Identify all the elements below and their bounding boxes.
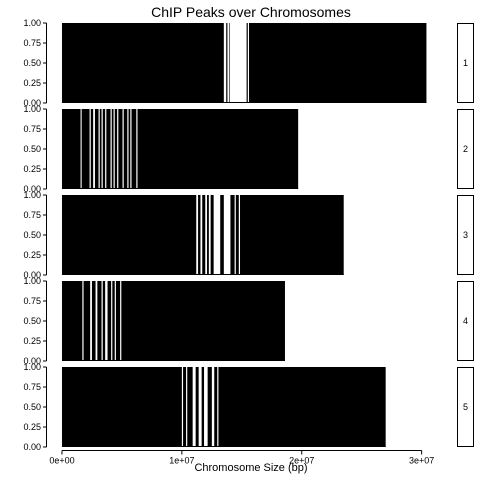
peak-block-chr4 [91, 281, 96, 361]
x-axis: 0e+00 1e+07 2e+07 3e+07 [49, 450, 434, 466]
y-tick-label: 0.25 [23, 336, 41, 346]
peak-block-chr3 [220, 195, 224, 275]
peak-block-chr2 [102, 109, 106, 189]
panel-chr-3: 0.00 0.25 0.50 0.75 1.00 3 [23, 190, 474, 280]
peak-block-chr2 [131, 109, 137, 189]
peak-block-chr3 [230, 195, 235, 275]
facet-strip-label: 3 [463, 230, 468, 240]
y-tick-label: 0.50 [23, 402, 41, 412]
facet-strip-label: 5 [463, 402, 468, 412]
peak-block-chr5 [201, 367, 205, 447]
peak-block-chr3 [240, 195, 344, 275]
peak-block-chr1 [61, 23, 224, 103]
peak-block-chr5 [214, 367, 218, 447]
peak-block-chr3 [207, 195, 209, 275]
y-tick-label: 0.25 [23, 422, 41, 432]
y-tick-label: 1.00 [23, 190, 41, 200]
x-tick-label: 3e+07 [409, 456, 434, 466]
y-tick-label: 0.25 [23, 78, 41, 88]
y-tick-label: 0.25 [23, 164, 41, 174]
peak-block-chr2 [118, 109, 123, 189]
peak-block-chr5 [187, 367, 193, 447]
peak-block-chr3 [210, 195, 214, 275]
y-tick-label: 0.75 [23, 210, 41, 220]
peak-block-chr5 [195, 367, 199, 447]
y-tick-label: 0.25 [23, 250, 41, 260]
peak-block-chr3 [235, 195, 239, 275]
y-tick-label: 1.00 [23, 362, 41, 372]
peak-block-chr2 [81, 109, 90, 189]
peak-block-chr5 [207, 367, 212, 447]
facet-strip [457, 195, 474, 275]
peak-block-chr4 [112, 281, 115, 361]
facet-strip [457, 23, 474, 103]
facet-strip [457, 109, 474, 189]
y-tick-label: 0.50 [23, 316, 41, 326]
chart-title: ChIP Peaks over Chromosomes [151, 4, 351, 20]
peak-block-chr5 [218, 367, 386, 447]
peak-block-chr2 [99, 109, 102, 189]
peak-block-chr2 [106, 109, 111, 189]
facet-strip-label: 1 [463, 58, 468, 68]
facet-strip-label: 4 [463, 316, 468, 326]
y-tick-label: 0.00 [23, 184, 41, 194]
peak-block-chr1 [226, 23, 228, 103]
facet-strip [457, 367, 474, 447]
y-tick-label: 0.00 [23, 98, 41, 108]
peak-block-chr1 [229, 23, 230, 103]
y-tick-label: 0.75 [23, 124, 41, 134]
facet-strip-label: 2 [463, 144, 468, 154]
peak-block-chr4 [121, 281, 285, 361]
panels-group: 0.00 0.25 0.50 0.75 1.00 1 0.00 0.25 0.50 0.75 1.0… [23, 18, 474, 452]
peak-block-chr2 [137, 109, 299, 189]
peak-block-chr2 [61, 109, 81, 189]
y-tick-label: 0.75 [23, 382, 41, 392]
peak-block-chr2 [128, 109, 131, 189]
x-tick-label: 1e+07 [169, 456, 194, 466]
peak-block-chr5 [183, 367, 187, 447]
peak-block-chr1 [249, 23, 427, 103]
panel-chr-2: 0.00 0.25 0.50 0.75 1.00 2 [23, 104, 474, 194]
y-tick-label: 1.00 [23, 104, 41, 114]
y-tick-label: 0.75 [23, 38, 41, 48]
peak-block-chr2 [114, 109, 118, 189]
peak-block-chr2 [90, 109, 94, 189]
y-tick-label: 0.50 [23, 230, 41, 240]
panel-chr-5: 0.00 0.25 0.50 0.75 1.00 5 [23, 362, 474, 452]
peak-block-chr2 [123, 109, 128, 189]
peak-block-chr1 [246, 23, 248, 103]
y-tick-label: 0.00 [23, 270, 41, 280]
y-tick-label: 0.00 [23, 442, 41, 452]
peak-block-chr2 [111, 109, 114, 189]
peak-block-chr4 [107, 281, 112, 361]
peak-block-chr4 [102, 281, 106, 361]
panel-chr-1: 0.00 0.25 0.50 0.75 1.00 1 [23, 18, 474, 108]
peak-block-chr3 [202, 195, 206, 275]
x-tick-label: 2e+07 [289, 456, 314, 466]
peak-block-chr3 [198, 195, 201, 275]
y-tick-label: 0.50 [23, 144, 41, 154]
x-tick-label: 0e+00 [49, 456, 74, 466]
x-axis-label: Chromosome Size (bp) [194, 462, 307, 474]
peak-block-chr2 [94, 109, 99, 189]
peak-block-chr4 [83, 281, 91, 361]
y-tick-label: 0.75 [23, 296, 41, 306]
peak-block-chr5 [61, 367, 182, 447]
y-tick-label: 1.00 [23, 276, 41, 286]
peak-block-chr4 [115, 281, 121, 361]
facet-strip [457, 281, 474, 361]
y-tick-label: 1.00 [23, 18, 41, 28]
peak-block-chr4 [97, 281, 102, 361]
peak-block-chr4 [61, 281, 83, 361]
peak-block-chr3 [61, 195, 197, 275]
y-tick-label: 0.00 [23, 356, 41, 366]
panel-chr-4: 0.00 0.25 0.50 0.75 1.00 4 [23, 276, 474, 366]
y-tick-label: 0.50 [23, 58, 41, 68]
